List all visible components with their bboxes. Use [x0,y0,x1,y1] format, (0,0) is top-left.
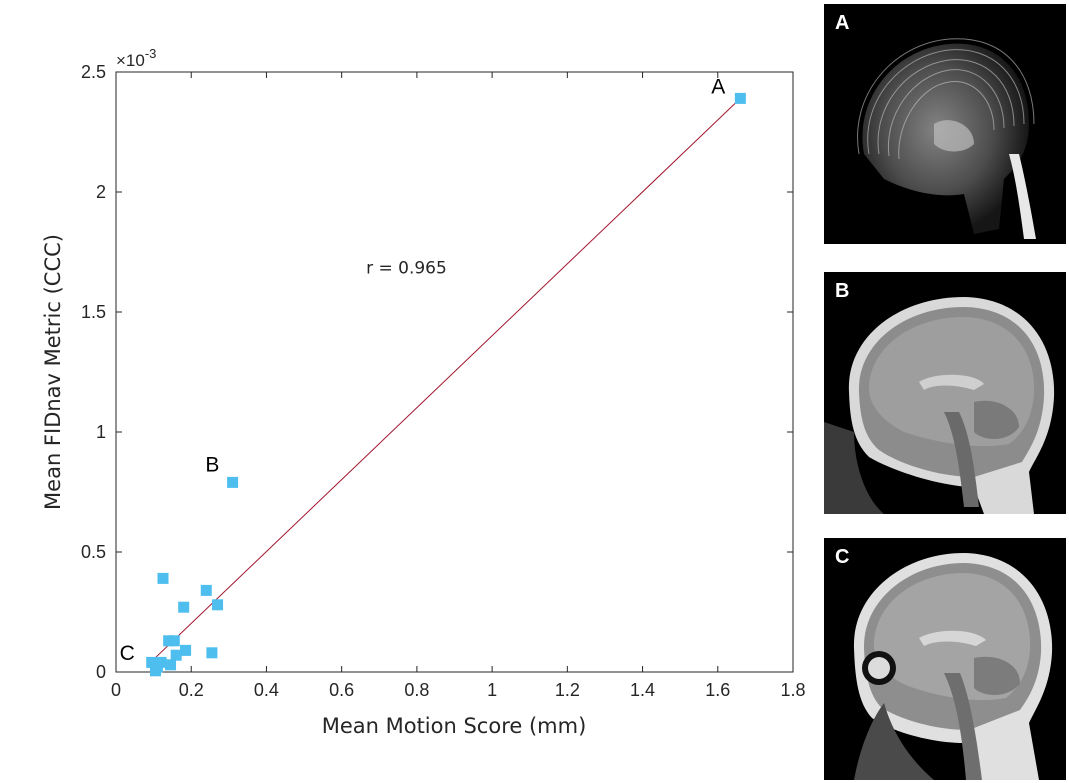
mri-panel-a: A [824,4,1066,244]
x-tick-label: 0.2 [179,680,204,700]
point-annotation-b: B [205,454,219,477]
data-point [180,644,192,656]
data-point [227,476,239,488]
y-exponent-power: -3 [145,46,157,61]
data-point [200,584,212,596]
x-tick-label: 1.8 [780,680,805,700]
point-annotation-a: A [711,76,725,99]
data-point [163,635,175,647]
panel-letter-b: B [835,280,850,302]
mri-sagittal-motion-corrupted-icon [857,38,1036,239]
scatter-chart: 0 0.2 0.4 0.6 0.8 1 1.2 1.4 1.6 1.8 0 0.5 1 1.5 2 2.5 A… [41,46,806,738]
data-point [168,635,180,647]
data-point [170,649,182,661]
panel-letter-a: A [835,12,850,34]
x-tick-label: 0 [111,680,121,700]
x-tick-label: 1.2 [555,680,580,700]
y-tick-label: 2 [96,182,106,202]
y-exponent-base: ×10 [116,51,145,70]
x-tick-label: 1.6 [705,680,730,700]
y-tick-label: 1 [96,422,106,442]
x-tick-label: 1.4 [630,680,655,700]
data-point [149,665,161,677]
data-point [157,572,169,584]
y-tick-label: 0.5 [81,542,106,562]
x-tick-label: 1 [487,680,497,700]
y-tick-label: 2.5 [81,62,106,82]
x-tick-label: 0.8 [404,680,429,700]
data-point [212,599,224,611]
point-annotation-c: C [120,642,135,665]
y-tick-label: 1.5 [81,302,106,322]
data-point [146,656,158,668]
regression-line [151,98,741,662]
mri-panel-b: B [824,272,1066,514]
y-axis-label: Mean FIDnav Metric (CCC) [41,234,65,510]
panel-letter-c: C [835,546,850,568]
y-tick-label: 0 [96,662,106,682]
mri-sagittal-mild-motion-icon [824,297,1055,514]
mri-sagittal-clean-icon [853,553,1053,780]
x-tick-label: 0.6 [329,680,354,700]
y-axis-exponent: ×10-3 [116,46,156,70]
data-point [178,601,190,613]
data-point [206,647,218,659]
data-point [165,659,177,671]
x-tick-label: 0.4 [254,680,279,700]
x-axis-label: Mean Motion Score (mm) [322,714,587,738]
mri-panel-c: C [824,538,1066,780]
data-point [734,92,746,104]
correlation-label: r = 0.965 [366,259,447,279]
